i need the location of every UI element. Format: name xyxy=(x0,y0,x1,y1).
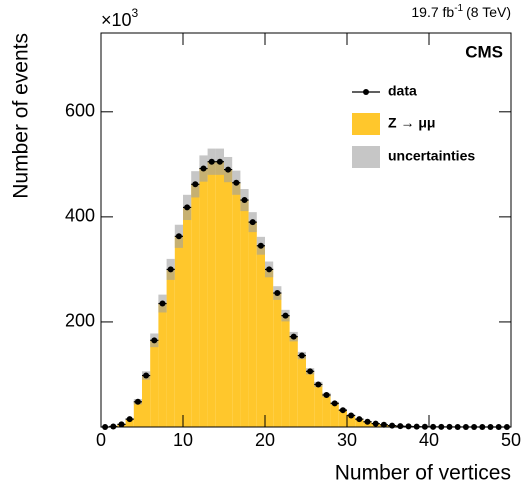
data-point xyxy=(315,381,322,388)
mc-bar xyxy=(133,401,142,427)
data-point xyxy=(257,242,264,249)
mc-bar xyxy=(142,375,151,427)
mc-bar xyxy=(322,394,331,427)
mc-bar xyxy=(338,410,347,427)
data-point xyxy=(225,166,232,173)
legend-label: data xyxy=(388,83,417,99)
mc-bar xyxy=(174,236,183,427)
data-point xyxy=(175,233,182,240)
x-axis-title: Number of vertices xyxy=(335,462,511,485)
legend-label: Z → μμ xyxy=(388,115,435,131)
energy: (8 TeV) xyxy=(466,4,511,20)
legend-unc-swatch xyxy=(352,146,380,168)
data-point xyxy=(167,266,174,273)
data-point xyxy=(143,372,150,379)
y-multiplier-base: ×10 xyxy=(101,10,132,30)
mc-bar xyxy=(166,269,175,427)
data-point xyxy=(184,204,191,211)
data-point xyxy=(405,423,412,430)
legend-data-marker xyxy=(363,89,369,95)
x-tick-label: 50 xyxy=(501,430,521,450)
data-point xyxy=(282,312,289,319)
data-point xyxy=(110,423,117,430)
mc-bar xyxy=(330,403,339,427)
mc-bar xyxy=(158,303,167,427)
data-point xyxy=(118,421,125,428)
data-point xyxy=(348,412,355,419)
mc-bar xyxy=(306,371,315,427)
mc-bar xyxy=(289,336,298,427)
mc-bar xyxy=(297,355,306,427)
mc-bar xyxy=(199,168,208,427)
mc-bar xyxy=(240,200,249,427)
mc-bar xyxy=(183,207,192,427)
mc-bar xyxy=(215,161,224,427)
data-point xyxy=(126,416,133,423)
mc-bar xyxy=(150,340,159,427)
mc-bar xyxy=(256,245,265,427)
data-point xyxy=(307,368,314,375)
data-point xyxy=(151,337,158,344)
data-point xyxy=(364,418,371,425)
mc-bar xyxy=(232,182,241,427)
mc-bar xyxy=(273,293,282,427)
mc-bar xyxy=(265,269,274,427)
y-axis-title: Number of events xyxy=(10,33,33,199)
data-point xyxy=(159,300,166,307)
data-point xyxy=(298,352,305,359)
mc-bar xyxy=(248,222,257,427)
data-point xyxy=(241,197,248,204)
y-tick-label: 600 xyxy=(65,101,95,121)
data-point xyxy=(266,266,273,273)
mc-bar xyxy=(191,184,200,427)
experiment-label: CMS xyxy=(465,42,503,61)
data-point xyxy=(323,391,330,398)
mc-bar xyxy=(207,161,216,427)
y-multiplier-exponent: 3 xyxy=(132,6,139,20)
plot-area xyxy=(101,148,511,430)
data-point xyxy=(216,158,223,165)
data-point xyxy=(290,333,297,340)
y-multiplier: ×103 xyxy=(101,6,139,30)
data-point xyxy=(249,219,256,226)
mc-bar xyxy=(281,315,290,427)
mc-bar xyxy=(125,419,134,427)
data-point xyxy=(356,416,363,423)
legend-label: uncertainties xyxy=(388,148,475,164)
mc-bar xyxy=(224,169,233,427)
plot-frame xyxy=(100,32,512,428)
data-point xyxy=(134,398,141,405)
legend-mc-swatch xyxy=(352,113,380,135)
data-point xyxy=(331,400,338,407)
mc-bar xyxy=(347,415,356,427)
x-tick-label: 0 xyxy=(96,430,106,450)
x-tick-label: 20 xyxy=(255,430,275,450)
data-point xyxy=(397,423,404,430)
y-tick-label: 200 xyxy=(65,311,95,331)
data-point xyxy=(192,181,199,188)
lumi-label: 19.7 fb-1 (8 TeV) xyxy=(411,3,511,20)
x-tick-label: 10 xyxy=(173,430,193,450)
x-tick-label: 30 xyxy=(337,430,357,450)
data-point xyxy=(339,407,346,414)
y-tick-label: 400 xyxy=(65,206,95,226)
data-point xyxy=(372,420,379,427)
data-point xyxy=(389,422,396,429)
lumi-value: 19.7 fb xyxy=(411,4,454,20)
mc-bar xyxy=(355,419,364,427)
data-point xyxy=(233,179,240,186)
data-point xyxy=(274,290,281,297)
lumi-exponent: -1 xyxy=(454,3,463,14)
mc-bar xyxy=(314,384,323,427)
data-point xyxy=(200,165,207,172)
x-tick-label: 40 xyxy=(419,430,439,450)
data-point xyxy=(208,158,215,165)
data-point xyxy=(380,421,387,428)
